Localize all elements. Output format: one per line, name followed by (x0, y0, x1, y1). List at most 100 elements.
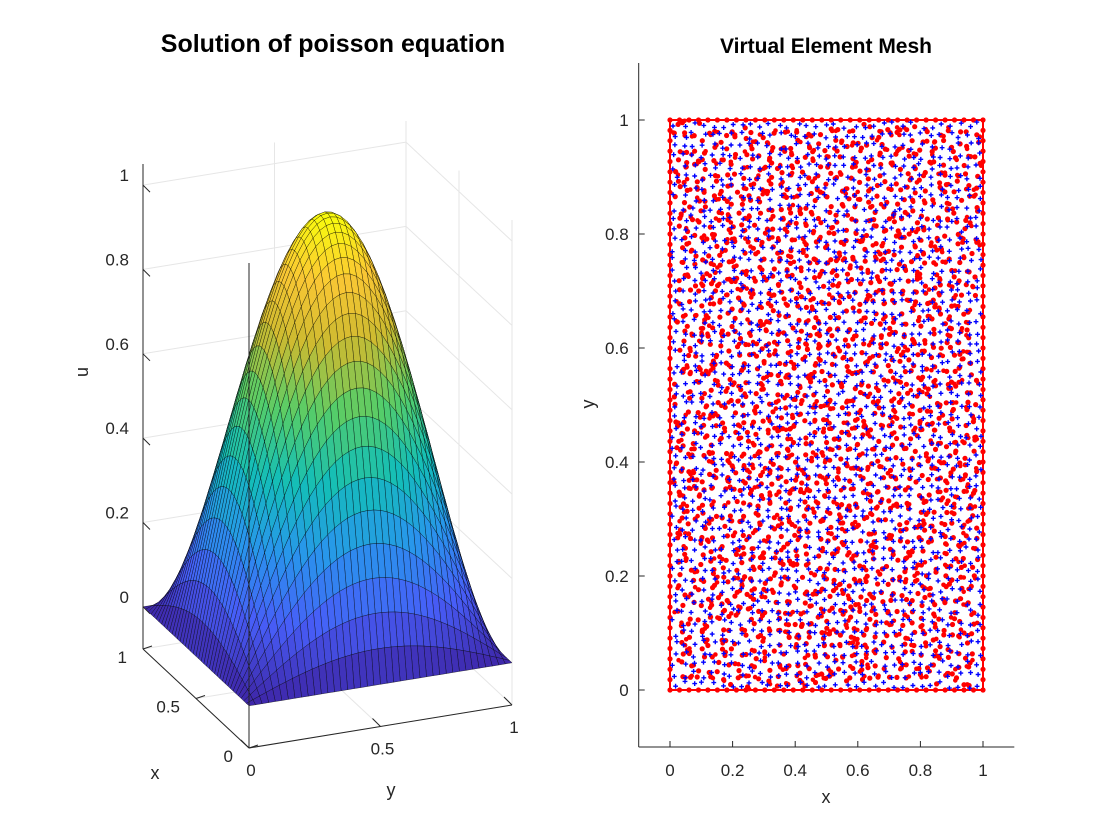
mesh-centroid (712, 639, 718, 645)
mesh-vertex (855, 416, 860, 422)
mesh-vertex (852, 519, 858, 525)
mesh-vertex (816, 356, 821, 361)
mesh-vertex (849, 426, 855, 431)
mesh-centroid (813, 600, 819, 606)
mesh-vertex (920, 628, 926, 634)
mesh-centroid (968, 578, 974, 584)
mesh-vertex (677, 572, 683, 578)
mesh-vertex (683, 637, 689, 642)
mesh-vertex (711, 193, 718, 199)
mesh-vertex (744, 537, 749, 543)
mesh-vertex (973, 402, 979, 408)
mesh-centroid (759, 628, 765, 634)
mesh-vertex (779, 170, 785, 176)
mesh-vertex (829, 333, 835, 339)
mesh-vertex (814, 480, 820, 486)
mesh-vertex (861, 315, 867, 321)
mesh-vertex (895, 201, 901, 207)
mesh-vertex (775, 392, 781, 398)
mesh-vertex (683, 531, 688, 536)
mesh-vertex (922, 527, 928, 533)
mesh-vertex (838, 520, 843, 526)
mesh-vertex (926, 586, 931, 592)
mesh-vertex (845, 369, 851, 374)
mesh-vertex (894, 608, 900, 615)
mesh-vertex (932, 621, 938, 627)
mesh-vertex (759, 387, 764, 392)
mesh-vertex (944, 501, 949, 507)
mesh-vertex (737, 424, 743, 429)
mesh-vertex (802, 600, 808, 606)
mesh-vertex (769, 481, 775, 487)
surface-x-tick-label: 0.5 (156, 698, 180, 717)
mesh-vertex (898, 666, 903, 672)
mesh-vertex (886, 186, 891, 191)
mesh-vertex (885, 610, 890, 616)
mesh-centroid (945, 622, 951, 628)
mesh-vertex (912, 302, 917, 308)
mesh-vertex (792, 459, 799, 465)
mesh-vertex (848, 664, 853, 669)
mesh-vertex (857, 608, 863, 615)
mesh-vertex (798, 139, 803, 145)
mesh-vertex (827, 629, 833, 634)
mesh-vertex (680, 651, 686, 657)
mesh-vertex (743, 272, 749, 278)
mesh-vertex (867, 294, 873, 299)
mesh-vertex (872, 663, 878, 669)
mesh-centroid (728, 620, 734, 625)
mesh-vertex (907, 553, 913, 558)
mesh-centroid (795, 578, 800, 584)
mesh-vertex (917, 315, 922, 320)
mesh-vertex (909, 548, 915, 553)
mesh-vertex (682, 328, 688, 334)
mesh-vertex (678, 492, 684, 498)
mesh-vertex (876, 249, 881, 255)
mesh-vertex (962, 563, 967, 568)
mesh-vertex (933, 262, 939, 267)
mesh-vertex (893, 476, 899, 482)
surface-x-tick-label: 1 (118, 648, 127, 667)
mesh-vertex (892, 414, 897, 420)
mesh-vertex (699, 479, 705, 485)
mesh-vertex (903, 268, 909, 274)
mesh-vertex (806, 666, 812, 672)
mesh-vertex (859, 350, 865, 356)
mesh-centroid (731, 606, 736, 612)
mesh-vertex (736, 210, 742, 216)
mesh-centroid (807, 597, 813, 602)
mesh-vertex (893, 501, 900, 507)
mesh-centroid (910, 683, 916, 688)
mesh-vertex (728, 646, 735, 652)
mesh-vertex (961, 589, 966, 595)
mesh-vertex (836, 281, 842, 286)
mesh-centroid (797, 617, 803, 623)
mesh-centroid (793, 589, 798, 595)
mesh-vertex (827, 292, 832, 297)
mesh-centroid (702, 568, 708, 573)
mesh-vertex (753, 431, 759, 437)
mesh-vertex (830, 282, 836, 288)
mesh-vertex (890, 442, 896, 448)
mesh-vertex (825, 343, 831, 348)
mesh-vertex (821, 643, 827, 649)
mesh-vertex (844, 625, 850, 631)
mesh-vertex (723, 360, 730, 366)
mesh-vertex (724, 450, 730, 457)
mesh-vertex (829, 270, 835, 275)
mesh-centroid (721, 570, 727, 576)
mesh-vertex (803, 435, 809, 441)
mesh-vertex (755, 249, 761, 255)
mesh-vertex (786, 448, 791, 454)
mesh-vertex (958, 596, 964, 601)
mesh-centroid (769, 608, 775, 614)
surface-z-tick (142, 606, 151, 615)
mesh-centroid (779, 566, 785, 572)
mesh-vertex (676, 223, 682, 229)
mesh-centroid (804, 675, 810, 681)
mesh-vertex (824, 566, 830, 572)
mesh-vertex (832, 566, 838, 573)
mesh-vertex (748, 129, 754, 136)
mesh-vertex (959, 326, 965, 331)
mesh-vertex (728, 220, 734, 225)
